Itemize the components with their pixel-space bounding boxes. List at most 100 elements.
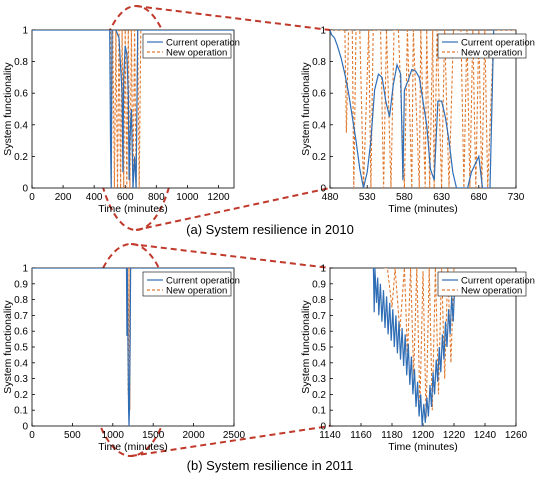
- y-tick-label: 0.8: [312, 57, 326, 68]
- x-tick-label: 2000: [182, 430, 205, 441]
- series-group: [330, 30, 516, 188]
- y-tick-label: 0.7: [312, 311, 326, 322]
- x-tick-label: 680: [470, 192, 487, 203]
- y-tick-label: 0.5: [14, 343, 28, 354]
- x-tick-label: 600: [117, 192, 134, 203]
- y-tick-label: 0.6: [312, 327, 326, 338]
- y-tick-label: 0: [320, 184, 326, 195]
- legend-box: [142, 33, 232, 59]
- series-new-operation: [330, 30, 516, 188]
- y-axis-label: System functionality: [300, 62, 312, 156]
- x-tick-label: 2500: [223, 430, 246, 441]
- x-tick-label: 480: [322, 192, 339, 203]
- legend-label: Current operation: [166, 37, 240, 48]
- y-axis-label: System functionality: [300, 300, 312, 394]
- x-axis-label: Time (minutes): [388, 203, 458, 215]
- y-tick-label: 0.2: [312, 152, 326, 163]
- legend-label: Current operation: [461, 275, 535, 286]
- y-tick-label: 0: [320, 422, 326, 433]
- x-tick-label: 1200: [207, 192, 230, 203]
- legend-label: New operation: [166, 47, 227, 58]
- y-tick-label: 0.2: [312, 390, 326, 401]
- legend-label: Current operation: [461, 37, 535, 48]
- series-current-operation: [372, 268, 456, 426]
- y-tick-label: 0.6: [312, 89, 326, 100]
- y-axis-label: System functionality: [2, 300, 14, 394]
- y-tick-label: 0.8: [14, 57, 28, 68]
- series-group: [372, 268, 456, 426]
- series-group: [32, 30, 234, 188]
- y-tick-label: 0.2: [14, 390, 28, 401]
- x-tick-label: 1200: [412, 430, 435, 441]
- legend-label: New operation: [461, 285, 522, 296]
- series-group: [32, 268, 234, 426]
- y-tick-label: 0: [22, 422, 28, 433]
- x-tick-label: 800: [148, 192, 165, 203]
- legend-box: [142, 271, 232, 297]
- chart-2011-zoom: 1140 1160 1180 1200 1220 1240 1260 0 0.1 0.2 0.3 0.…: [300, 264, 535, 454]
- y-tick-label: 1: [320, 26, 326, 37]
- chart-2010-zoom: 480 530 580 630 680 730 0 0.2 0.4 0.6 0.8 1 Time (mi…: [300, 26, 535, 216]
- series-current-operation: [330, 30, 495, 188]
- y-tick-label: 0.1: [312, 406, 326, 417]
- legend-label: Current operation: [166, 275, 240, 286]
- y-tick-label: 0.8: [14, 295, 28, 306]
- y-axis-label: System functionality: [2, 62, 14, 156]
- x-tick-label: 500: [64, 430, 81, 441]
- x-tick-label: 1220: [443, 430, 466, 441]
- x-tick-label: 580: [396, 192, 413, 203]
- x-tick-label: 1180: [381, 430, 403, 441]
- y-tick-label: 1: [22, 264, 28, 275]
- caption-a: (a) System resilience in 2010: [186, 222, 354, 237]
- y-tick-label: 0.1: [14, 406, 28, 417]
- y-tick-label: 0.3: [312, 374, 326, 385]
- y-tick-label: 0: [22, 184, 28, 195]
- x-axis-label: Time (minutes): [388, 441, 458, 453]
- zoom-connector-a-bottom: [135, 187, 331, 231]
- chart-2011-overview: 0 500 1000 1500 2000 2500 0 0.1 0.2 0.3 0.4 0.5 0.6 0…: [2, 264, 246, 454]
- x-tick-label: 0: [29, 430, 35, 441]
- y-tick-label: 0.4: [312, 358, 326, 369]
- x-tick-label: 1240: [474, 430, 497, 441]
- legend-box: [437, 271, 527, 297]
- x-tick-label: 1000: [102, 430, 125, 441]
- x-tick-label: 1260: [505, 430, 528, 441]
- y-tick-label: 0.9: [312, 279, 326, 290]
- legend-box: [437, 33, 527, 59]
- series-current-operation: [32, 30, 234, 188]
- x-tick-label: 1500: [142, 430, 165, 441]
- y-tick-label: 0.3: [14, 374, 28, 385]
- x-tick-label: 630: [433, 192, 450, 203]
- x-tick-label: 200: [55, 192, 72, 203]
- y-tick-label: 0.2: [14, 152, 28, 163]
- legend-label: New operation: [166, 285, 227, 296]
- zoom-connector-b-top: [130, 243, 331, 269]
- zoom-connector-a-top: [135, 5, 331, 31]
- x-tick-label: 730: [508, 192, 525, 203]
- y-tick-label: 0.4: [14, 358, 28, 369]
- y-tick-label: 0.9: [14, 279, 28, 290]
- series-new-operation: [384, 268, 455, 419]
- zoom-connector-b-bottom: [130, 425, 331, 457]
- x-tick-label: 1000: [176, 192, 199, 203]
- x-axis-label: Time (minutes): [98, 441, 168, 453]
- y-tick-label: 0.4: [14, 120, 28, 131]
- y-tick-label: 0.5: [312, 343, 326, 354]
- x-tick-label: 0: [29, 192, 35, 203]
- legend-label: New operation: [461, 47, 522, 58]
- y-tick-label: 0.4: [312, 120, 326, 131]
- x-tick-label: 1140: [319, 430, 341, 441]
- series-current-operation: [32, 268, 234, 426]
- y-tick-label: 0.6: [14, 89, 28, 100]
- chart-2010-overview: 0 200 400 600 800 1000 1200 0 0.2 0.4 0.6 0.8 1 Time …: [2, 26, 240, 216]
- y-tick-label: 1: [22, 26, 28, 37]
- y-tick-label: 0.7: [14, 311, 28, 322]
- x-tick-label: 400: [86, 192, 103, 203]
- caption-b: (b) System resilience in 2011: [187, 458, 354, 473]
- y-tick-label: 0.6: [14, 327, 28, 338]
